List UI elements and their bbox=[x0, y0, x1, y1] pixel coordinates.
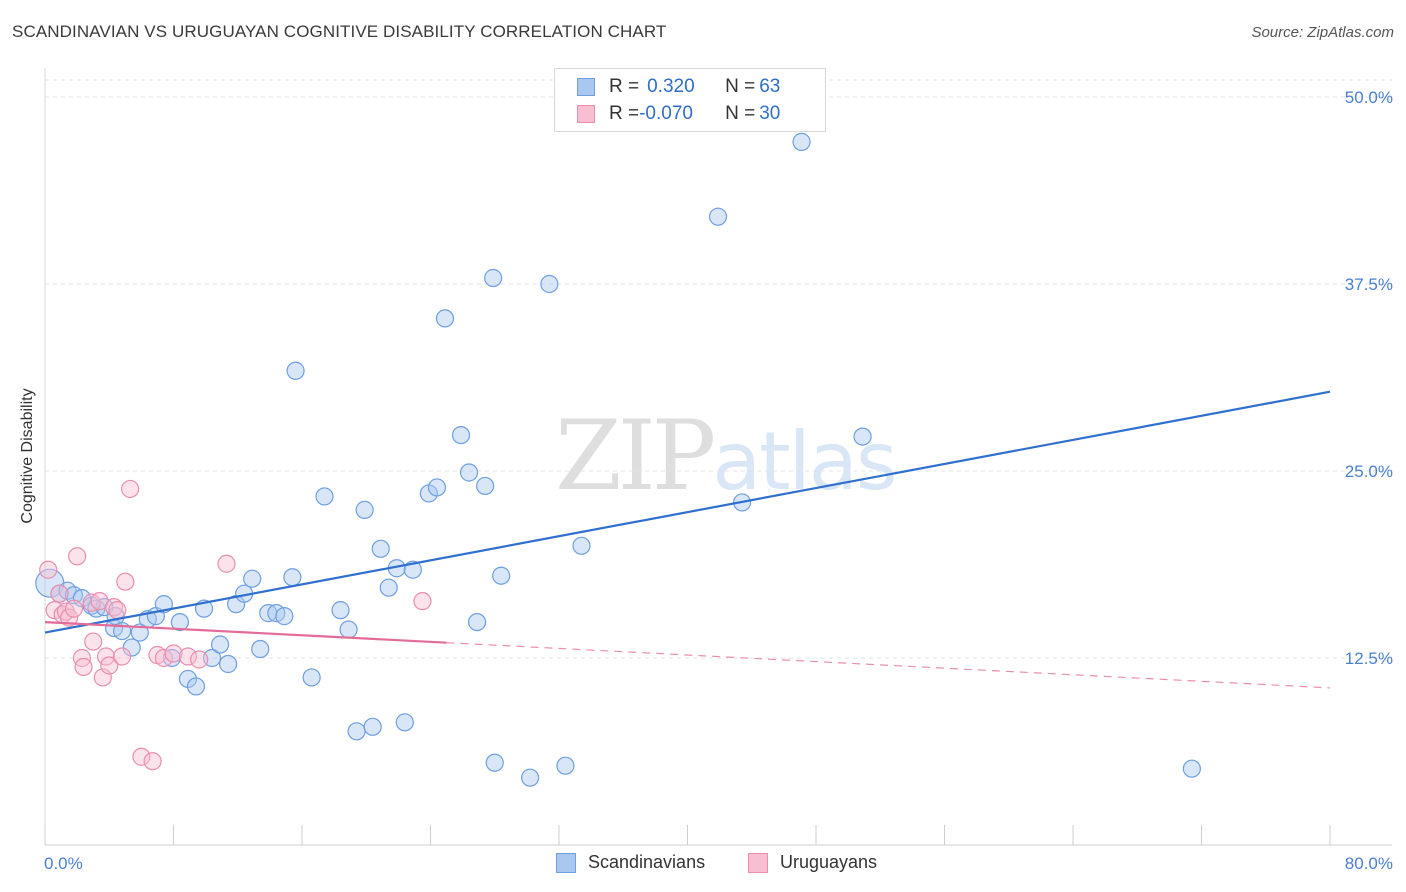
uruguayan-point bbox=[190, 650, 209, 669]
scandinavian-point bbox=[275, 607, 294, 626]
y-tick-label: 37.5% bbox=[1345, 275, 1393, 294]
uruguayan-point bbox=[132, 747, 151, 766]
scandinavian-point bbox=[476, 476, 495, 496]
tick-labels: 12.5% 25.0% 37.5% 50.0% 0.0% 80.0% bbox=[44, 88, 1393, 873]
legend-n-label: N = bbox=[725, 76, 756, 97]
scandinavian-point bbox=[302, 668, 321, 687]
uruguayan-point bbox=[178, 647, 198, 666]
scandinavian-point bbox=[708, 207, 728, 226]
x-tick-label: 80.0% bbox=[1345, 854, 1393, 873]
series-legend-uruguayans[interactable]: Uruguayans bbox=[748, 852, 877, 873]
scandinavian-point bbox=[395, 713, 414, 732]
y-tick-label: 25.0% bbox=[1345, 462, 1393, 481]
uruguayan-point bbox=[116, 572, 135, 591]
scandinavian-point bbox=[283, 568, 302, 587]
x-tick-label: 0.0% bbox=[44, 854, 83, 873]
scandinavian-point bbox=[379, 578, 398, 597]
uruguayan-point bbox=[59, 608, 79, 627]
uruguayan-point bbox=[68, 547, 87, 566]
uruguayan-point bbox=[64, 599, 84, 618]
legend-n-label: N = bbox=[725, 103, 756, 124]
scandinavian-point bbox=[572, 536, 591, 555]
uruguayan-point bbox=[74, 657, 93, 677]
watermark-zip: ZIP bbox=[555, 400, 716, 512]
scandinavian-point bbox=[556, 756, 575, 775]
scandinavian-point bbox=[219, 654, 238, 674]
uruguayan-trend-line bbox=[44, 620, 447, 644]
trend-lines bbox=[44, 390, 1331, 689]
series-label: Scandinavians bbox=[588, 852, 706, 872]
watermark: ZIPatlas bbox=[555, 400, 898, 512]
scandinavian-point bbox=[853, 427, 872, 446]
scandinavian-point bbox=[485, 753, 504, 772]
scandinavian-point bbox=[347, 722, 366, 741]
axes bbox=[44, 68, 1392, 846]
scandinavian-point bbox=[459, 463, 479, 482]
scandinavian-point bbox=[540, 274, 559, 294]
scandinavian-point bbox=[451, 425, 471, 445]
scandinavian-trend-line bbox=[44, 390, 1331, 634]
scandinavian-point bbox=[355, 500, 374, 519]
uruguayan-point bbox=[100, 656, 119, 675]
scandinavian-point bbox=[435, 309, 455, 328]
scandinavian-point bbox=[210, 635, 230, 654]
uruguayan-point bbox=[143, 752, 162, 771]
scandinavian-point bbox=[484, 268, 503, 288]
legend-n-value: 30 bbox=[759, 103, 781, 124]
legend-n-value: 63 bbox=[759, 76, 781, 97]
scandinavian-point bbox=[130, 623, 149, 642]
data-points bbox=[35, 132, 1201, 787]
series-legend: Scandinavians Uruguayans bbox=[0, 852, 1406, 878]
scandinavian-point bbox=[1182, 759, 1201, 778]
uruguayan-point bbox=[112, 647, 132, 666]
chart-title: SCANDINAVIAN VS URUGUAYAN COGNITIVE DISA… bbox=[12, 22, 667, 41]
uruguayan-point bbox=[72, 648, 92, 668]
series-swatch-blue bbox=[556, 852, 576, 873]
scandinavian-point bbox=[520, 768, 540, 787]
uruguayan-point bbox=[39, 560, 58, 579]
legend-row-scandinavians: R = 0.320 N = 63 bbox=[577, 76, 780, 98]
series-swatch-pink bbox=[748, 852, 768, 873]
scandinavian-point bbox=[186, 677, 206, 696]
series-label: Uruguayans bbox=[780, 852, 878, 872]
uruguayan-point bbox=[164, 644, 183, 663]
scandinavian-point bbox=[315, 487, 334, 506]
legend-r-label: R = bbox=[609, 103, 640, 124]
legend-row-uruguayans: R = -0.070 N = 30 bbox=[577, 103, 780, 125]
legend-swatch-pink bbox=[577, 105, 595, 123]
uruguayan-point bbox=[413, 592, 432, 611]
scandinavian-point bbox=[286, 361, 305, 380]
uruguayan-trend-extension bbox=[446, 642, 1331, 689]
uruguayan-point bbox=[50, 584, 69, 603]
y-tick-label: 12.5% bbox=[1345, 649, 1393, 668]
scandinavian-point bbox=[243, 569, 262, 588]
legend-r-label: R = bbox=[609, 76, 640, 97]
source-label: Source: ZipAtlas.com bbox=[1251, 24, 1394, 41]
scandinavian-point bbox=[371, 539, 390, 558]
uruguayan-point bbox=[154, 648, 173, 668]
series-legend-scandinavians[interactable]: Scandinavians bbox=[556, 852, 705, 873]
legend-swatch-blue bbox=[577, 78, 595, 96]
uruguayan-point bbox=[217, 554, 236, 573]
scandinavian-point bbox=[251, 639, 270, 659]
uruguayan-point bbox=[121, 479, 140, 499]
y-tick-label: 50.0% bbox=[1345, 88, 1393, 107]
scandinavian-point bbox=[331, 601, 350, 620]
correlation-legend: R = 0.320 N = 63 R = -0.070 N = 30 bbox=[554, 68, 826, 132]
scandinavian-point bbox=[492, 566, 511, 585]
watermark-atlas: atlas bbox=[712, 415, 897, 508]
scandinavian-point bbox=[363, 717, 382, 736]
uruguayan-point bbox=[84, 632, 103, 651]
scandinavian-point bbox=[170, 612, 190, 632]
legend-r-value: -0.070 bbox=[639, 103, 693, 124]
legend-r-value: 0.320 bbox=[647, 76, 695, 97]
uruguayan-point bbox=[104, 598, 124, 617]
scandinavian-point bbox=[339, 620, 358, 639]
scandinavian-point bbox=[467, 612, 487, 632]
scandinavian-point bbox=[427, 478, 447, 497]
scandinavian-point bbox=[792, 132, 811, 151]
uruguayan-point bbox=[108, 601, 127, 620]
